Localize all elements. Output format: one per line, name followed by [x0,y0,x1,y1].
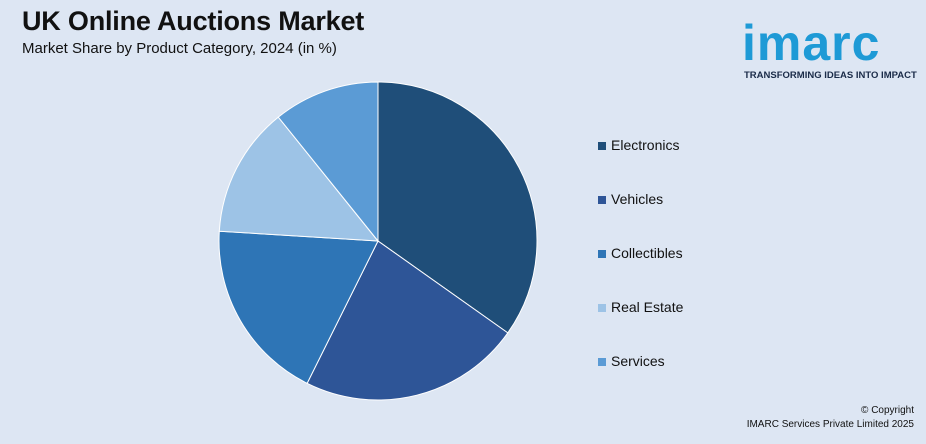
legend-swatch-services [598,358,606,366]
legend-item-vehicles: Vehicles [598,191,683,245]
legend-label-real-estate: Real Estate [611,299,684,315]
legend-swatch-electronics [598,142,606,150]
copyright-line-2: IMARC Services Private Limited 2025 [746,419,914,430]
logo-wordmark: imarc [742,15,881,71]
legend-item-collectibles: Collectibles [598,245,683,299]
legend: Electronics Vehicles Collectibles Real E… [598,137,683,407]
chart-title: UK Online Auctions Market [22,6,365,36]
legend-label-collectibles: Collectibles [611,245,683,261]
pie-slice-services [277,81,379,243]
pie-slice-real-estate [218,116,380,242]
legend-label-electronics: Electronics [611,137,680,153]
copyright-line-1: © Copyright [861,405,914,416]
legend-item-services: Services [598,353,683,407]
logo-tagline: TRANSFORMING IDEAS INTO IMPACT [744,70,917,81]
legend-label-vehicles: Vehicles [611,191,664,207]
legend-item-real-estate: Real Estate [598,299,683,353]
pie-slice-electronics [377,81,538,334]
legend-swatch-collectibles [598,250,606,258]
imarc-logo: imarc TRANSFORMING IDEAS INTO IMPACT [742,8,922,81]
legend-item-electronics: Electronics [598,137,683,191]
chart-subtitle: Market Share by Product Category, 2024 (… [22,40,337,57]
legend-label-services: Services [611,353,665,369]
copyright-notice: © Copyright IMARC Services Private Limit… [747,404,914,432]
pie-slice-vehicles [306,240,509,401]
legend-swatch-real-estate [598,304,606,312]
pie-slice-collectibles [218,230,379,385]
legend-swatch-vehicles [598,196,606,204]
